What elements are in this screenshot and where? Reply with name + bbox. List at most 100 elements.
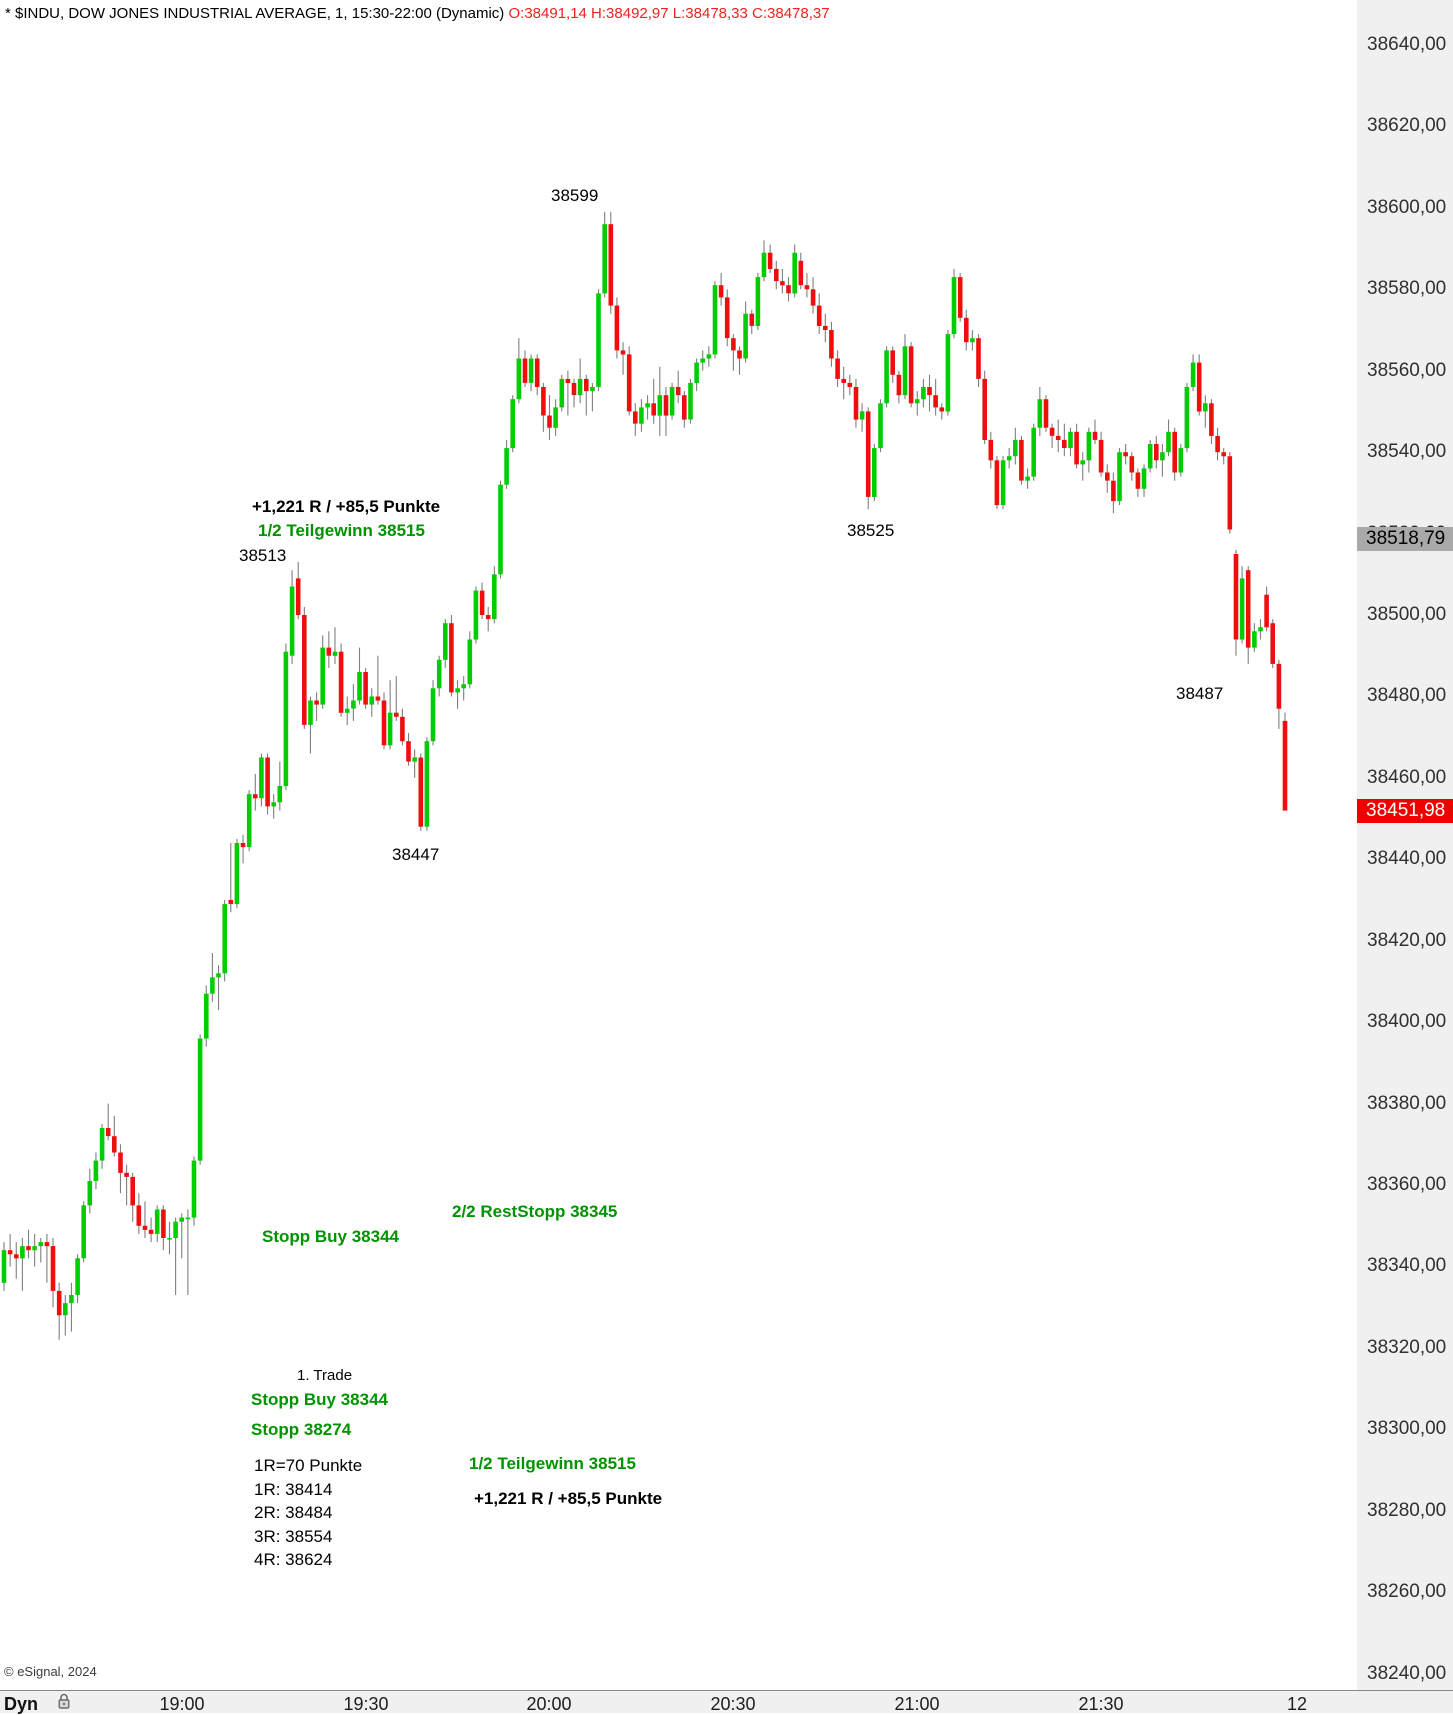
- candle: [743, 301, 748, 363]
- candle: [479, 582, 485, 620]
- candle: [1074, 423, 1079, 469]
- candle: [559, 374, 565, 412]
- candle: [786, 277, 791, 302]
- chart-annotation[interactable]: 3R: 38554: [254, 1527, 333, 1546]
- candle: [553, 399, 558, 436]
- candle: [1068, 427, 1073, 457]
- candle: [706, 346, 712, 367]
- candle: [933, 378, 938, 416]
- candle: [1025, 468, 1030, 489]
- candle: [620, 342, 626, 375]
- candle: [14, 1242, 19, 1279]
- candle: [449, 615, 454, 697]
- candle: [1043, 395, 1049, 432]
- candle: [216, 965, 221, 1010]
- candle: [99, 1124, 105, 1169]
- candle: [633, 403, 638, 436]
- candle: [1062, 423, 1067, 457]
- chart-plot-area[interactable]: +1,221 R / +85,5 Punkte 1/2 Teilgewinn 38…: [0, 0, 1357, 1690]
- candle: [308, 696, 313, 754]
- time-axis[interactable]: Dyn 19:00 19:30 20:00 20:30 21:00 21:30 12: [0, 1690, 1453, 1715]
- chart-annotation[interactable]: 4R: 38624: [254, 1550, 333, 1569]
- chart-ohlc-readout: O:38491,14 H:38492,97 L:38478,33 C:38478…: [508, 5, 830, 22]
- candle: [577, 358, 583, 404]
- candle: [957, 273, 963, 322]
- candle: [314, 692, 319, 721]
- candle: [344, 696, 350, 725]
- chart-annotation[interactable]: 38599: [551, 186, 599, 205]
- price-axis-label: 38260,00: [1367, 1581, 1447, 1603]
- candle: [1252, 623, 1257, 652]
- price-axis-label: 38340,00: [1367, 1255, 1447, 1277]
- candle: [1092, 419, 1098, 444]
- candle: [498, 480, 503, 579]
- chart-annotation[interactable]: 1. Trade: [297, 1367, 353, 1384]
- candle: [694, 358, 699, 392]
- candle: [56, 1282, 62, 1340]
- candle: [1227, 452, 1233, 534]
- chart-annotation[interactable]: 1/2 Teilgewinn 38515: [469, 1454, 636, 1473]
- time-axis-label: 19:00: [159, 1694, 205, 1714]
- candle: [1135, 468, 1141, 497]
- candle: [798, 252, 804, 290]
- chart-annotation[interactable]: Stopp Buy 38344: [251, 1390, 388, 1409]
- chart-annotation[interactable]: 1R=70 Punkte: [254, 1456, 363, 1475]
- candle: [412, 749, 417, 778]
- chart-annotation[interactable]: 38525: [847, 521, 895, 540]
- candle: [1178, 444, 1184, 477]
- candle: [528, 354, 534, 392]
- candle: [1196, 354, 1202, 416]
- chart-annotation[interactable]: Stopp Buy 38344: [262, 1227, 399, 1246]
- candle: [112, 1115, 117, 1157]
- price-axis-label: 38620,00: [1367, 115, 1447, 137]
- candle: [951, 268, 957, 339]
- lock-icon[interactable]: [57, 1693, 71, 1715]
- candle: [1154, 435, 1159, 469]
- candle: [816, 293, 822, 335]
- time-axis-label: 21:30: [1078, 1694, 1124, 1714]
- candle: [859, 403, 865, 432]
- chart-annotation[interactable]: 1R: 38414: [254, 1480, 333, 1499]
- price-marker-secondary: 38518,79: [1357, 526, 1453, 551]
- chart-annotation[interactable]: +1,221 R / +85,5 Punkte: [474, 1489, 663, 1508]
- copyright-text: © eSignal, 2024: [4, 1664, 97, 1679]
- price-axis[interactable]: 38640,00 38620,00 38600,00 38580,00 38560,00…: [1357, 0, 1453, 1690]
- candle: [829, 321, 834, 367]
- chart-annotation[interactable]: 2/2 RestStopp 38345: [452, 1202, 618, 1221]
- chart-annotation[interactable]: 1/2 Teilgewinn 38515: [258, 521, 425, 540]
- candle: [994, 456, 1000, 510]
- candle: [295, 562, 301, 620]
- dynamic-mode-button[interactable]: Dyn: [4, 1694, 39, 1714]
- price-axis-label: 38380,00: [1367, 1092, 1447, 1114]
- candle: [1276, 659, 1282, 729]
- candle: [896, 370, 902, 404]
- candle: [1, 1242, 7, 1291]
- candle: [259, 753, 264, 807]
- candlestick-plot[interactable]: [0, 0, 1357, 1690]
- candle: [982, 370, 987, 444]
- chart-annotation[interactable]: 38487: [1176, 684, 1224, 703]
- candle: [289, 570, 295, 664]
- candle: [1000, 456, 1006, 510]
- candle: [20, 1238, 25, 1291]
- candle: [271, 794, 276, 819]
- candle: [804, 273, 810, 298]
- candle: [584, 374, 589, 416]
- chart-annotation[interactable]: +1,221 R / +85,5 Punkte: [252, 497, 441, 516]
- chart-annotation[interactable]: 38447: [392, 845, 440, 864]
- chart-title: * $INDU, DOW JONES INDUSTRIAL AVERAGE, 1…: [5, 5, 509, 22]
- candle: [675, 370, 681, 404]
- candle: [1264, 586, 1269, 632]
- candle: [1203, 395, 1208, 428]
- chart-annotation[interactable]: Stopp 38274: [251, 1420, 352, 1439]
- candle: [363, 668, 368, 709]
- chart-annotation[interactable]: 2R: 38484: [254, 1503, 333, 1522]
- candle: [724, 289, 730, 347]
- price-axis-label: 38400,00: [1367, 1011, 1447, 1033]
- candle: [847, 374, 853, 396]
- chart-annotation[interactable]: 38513: [239, 546, 287, 565]
- candle: [148, 1217, 154, 1243]
- candle: [369, 688, 375, 717]
- candle: [565, 370, 571, 416]
- candle: [81, 1201, 86, 1263]
